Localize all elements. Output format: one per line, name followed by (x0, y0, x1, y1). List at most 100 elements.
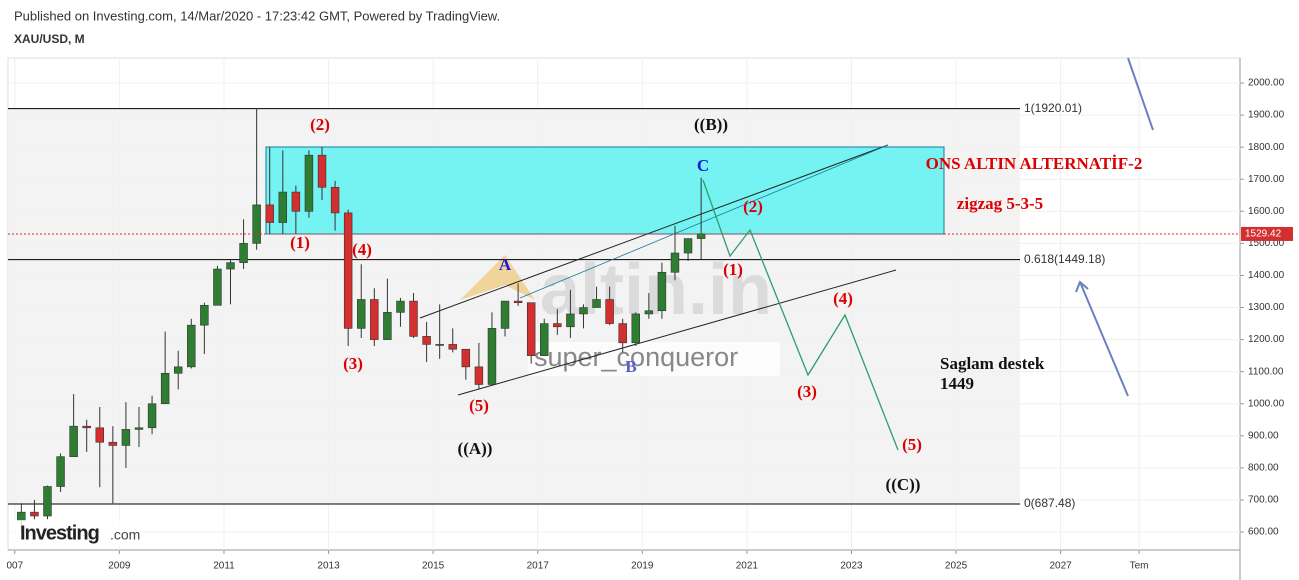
wave-label: B (625, 357, 636, 376)
y-tick-label: 600.00 (1248, 527, 1279, 538)
candle-body (330, 186, 340, 214)
logo: .com (110, 527, 140, 543)
y-tick-label: 1600.00 (1248, 206, 1285, 217)
wave-label: (5) (469, 396, 489, 415)
y-tick-label: 1500.00 (1248, 238, 1285, 249)
candle-body (95, 427, 104, 443)
x-tick-label: 2019 (631, 561, 654, 572)
x-tick-label: 2025 (945, 561, 968, 572)
candle-body (487, 328, 497, 385)
y-tick-label: 1100.00 (1248, 366, 1284, 377)
candle-body (43, 486, 52, 517)
arrow (1127, 57, 1154, 131)
candle-body (631, 313, 640, 344)
wave-label: (1) (290, 233, 310, 252)
candle-body (239, 243, 248, 263)
candle-body (383, 312, 392, 340)
y-tick-label: 1400.00 (1248, 270, 1285, 281)
candle-body (213, 268, 222, 306)
wave-label: (3) (343, 354, 363, 373)
candle-body (618, 323, 627, 344)
candle-body (200, 304, 209, 326)
wave-label: (4) (833, 289, 853, 308)
wave-label: zigzag 5-3-5 (957, 194, 1043, 213)
candle-body (435, 344, 444, 346)
wave-label: ((B)) (694, 115, 728, 134)
wave-label: (2) (743, 197, 763, 216)
candle-body (147, 403, 157, 429)
candle-body (461, 348, 471, 368)
wave-label: ((C)) (886, 475, 921, 494)
trend-line (519, 144, 889, 299)
logo: Investing (20, 522, 99, 544)
candle-body (592, 299, 601, 308)
candle-body (422, 336, 431, 345)
watermark-box (528, 342, 780, 376)
target-zone (265, 146, 945, 235)
candle-body (409, 300, 418, 337)
x-tick-label: 2011 (213, 561, 235, 572)
candle-body (579, 307, 588, 315)
y-tick-label: 1900.00 (1248, 110, 1285, 121)
candle-body (17, 511, 26, 522)
wave-label: A (499, 255, 512, 274)
watermark-logo (460, 255, 535, 300)
candle-body (291, 191, 301, 212)
x-tick-label: 2023 (840, 561, 863, 572)
last-price-box (1241, 226, 1293, 241)
trend-line (419, 144, 889, 319)
candle-body (82, 425, 91, 429)
fib-level-label: 0(687.48) (1024, 496, 1075, 510)
candle-body (540, 323, 549, 356)
candle-body (566, 313, 575, 328)
y-tick-label: 700.00 (1248, 495, 1279, 506)
candle-body (370, 299, 379, 340)
candle-body (317, 154, 327, 188)
candle-body (343, 212, 353, 329)
wave-label: ONS ALTIN ALTERNATİF-2 (926, 154, 1143, 173)
candle-body (500, 300, 510, 329)
watermark: super_conqueror (534, 342, 738, 372)
x-tick-label: 2027 (1050, 561, 1073, 572)
candle-body (605, 299, 614, 324)
x-tick-label: 007 (6, 561, 23, 572)
x-tick-label: 2017 (527, 561, 550, 572)
arrow-head (1075, 280, 1089, 293)
candle-body (134, 427, 144, 430)
candle-body (226, 262, 235, 270)
wave-label: Saglam destek (940, 354, 1045, 373)
y-tick-label: 800.00 (1248, 463, 1279, 474)
logo-bg (12, 520, 142, 546)
projection (702, 179, 899, 451)
x-tick-label: 2009 (108, 561, 131, 572)
symbol: XAU/USD, M (14, 32, 85, 46)
y-tick-label: 1200.00 (1248, 334, 1285, 345)
y-tick-label: 900.00 (1248, 430, 1279, 441)
candle-body (304, 154, 314, 212)
candle-body (526, 302, 536, 356)
candle-body (160, 372, 170, 405)
y-tick-label: 1300.00 (1248, 302, 1285, 313)
candle-body (696, 233, 706, 239)
wave-label: (1) (723, 260, 743, 279)
candle-body (265, 204, 274, 223)
candle-body (448, 344, 457, 350)
candle-body (69, 425, 78, 457)
candle-body (474, 366, 484, 385)
candle-body (30, 511, 39, 517)
x-tick-label: 2015 (422, 561, 445, 572)
last-price-label: 1529.42 (1245, 229, 1282, 240)
trend-line (457, 269, 897, 396)
y-tick-label: 1000.00 (1248, 398, 1285, 409)
candle-body (357, 299, 366, 329)
x-tick-label: Tem (1130, 561, 1149, 572)
x-tick-label: 2013 (317, 561, 340, 572)
fib-level-label: 0.618(1449.18) (1024, 252, 1105, 266)
candle-body (252, 204, 261, 244)
candle-body (657, 271, 667, 312)
candle-body (644, 310, 654, 315)
candle-body (278, 191, 288, 223)
candle-body (513, 300, 523, 304)
candle-body (56, 456, 65, 487)
